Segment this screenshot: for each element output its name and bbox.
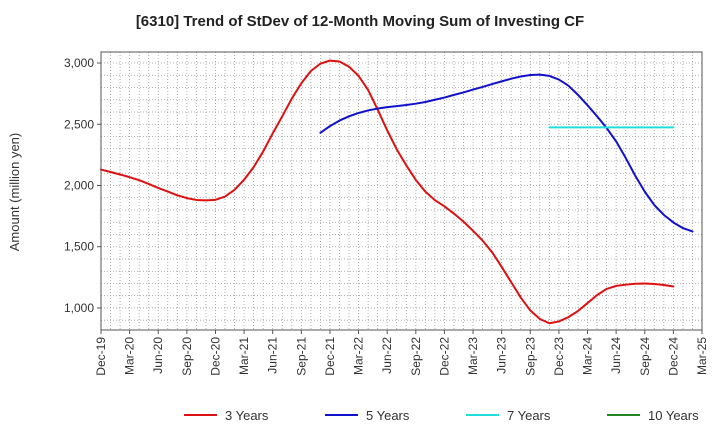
x-tick-label: Sep-21	[294, 337, 308, 376]
x-tick-label: Dec-24	[666, 337, 680, 376]
legend: 3 Years 5 Years 7 Years 10 Years	[184, 408, 699, 423]
x-tick-label: Sep-20	[180, 337, 194, 376]
x-tick-label: Sep-22	[409, 337, 423, 376]
y-axis-label: Amount (million yen)	[7, 133, 22, 252]
x-tick-label: Dec-20	[208, 337, 222, 376]
x-tick-label: Mar-25	[695, 337, 709, 375]
y-axis-ticks: 1,000 1,500 2,000 2,500 3,000	[64, 56, 101, 315]
x-tick-label: Mar-20	[123, 337, 137, 375]
x-tick-label: Mar-21	[237, 337, 251, 375]
x-tick-label: Jun-20	[151, 337, 165, 374]
plot-area-frame	[100, 51, 703, 331]
y-tick-label: 1,000	[64, 301, 94, 315]
x-tick-label: Sep-23	[523, 337, 537, 376]
legend-label-3-years: 3 Years	[225, 408, 269, 423]
x-tick-label: Mar-23	[466, 337, 480, 375]
y-tick-label: 2,500	[64, 117, 94, 131]
y-tick-label: 1,500	[64, 240, 94, 254]
x-tick-label: Dec-23	[552, 337, 566, 376]
y-tick-label: 3,000	[64, 56, 94, 70]
y-tick-label: 2,000	[64, 178, 94, 192]
x-tick-label: Dec-22	[437, 337, 451, 376]
x-tick-label: Dec-21	[323, 337, 337, 376]
chart-title: [6310] Trend of StDev of 12-Month Moving…	[135, 13, 585, 30]
series-line-3-years	[100, 59, 675, 325]
x-tick-label: Jun-23	[495, 337, 509, 374]
x-tick-label: Mar-24	[581, 337, 595, 375]
legend-label-5-years: 5 Years	[366, 408, 410, 423]
x-tick-label: Mar-22	[352, 337, 366, 375]
legend-label-7-years: 7 Years	[507, 408, 551, 423]
x-tick-label: Jun-22	[380, 337, 394, 374]
x-tick-label: Dec-19	[94, 337, 108, 376]
x-tick-label: Jun-21	[266, 337, 280, 374]
series-line-5-years	[319, 73, 694, 233]
series-lines	[100, 59, 694, 325]
x-tick-label: Sep-24	[638, 337, 652, 376]
x-axis-ticks: Dec-19 Mar-20 Jun-20 Sep-20 Dec-20 Mar-21 Jun-…	[94, 330, 709, 376]
x-tick-label: Jun-24	[609, 337, 623, 374]
legend-label-10-years: 10 Years	[648, 408, 699, 423]
